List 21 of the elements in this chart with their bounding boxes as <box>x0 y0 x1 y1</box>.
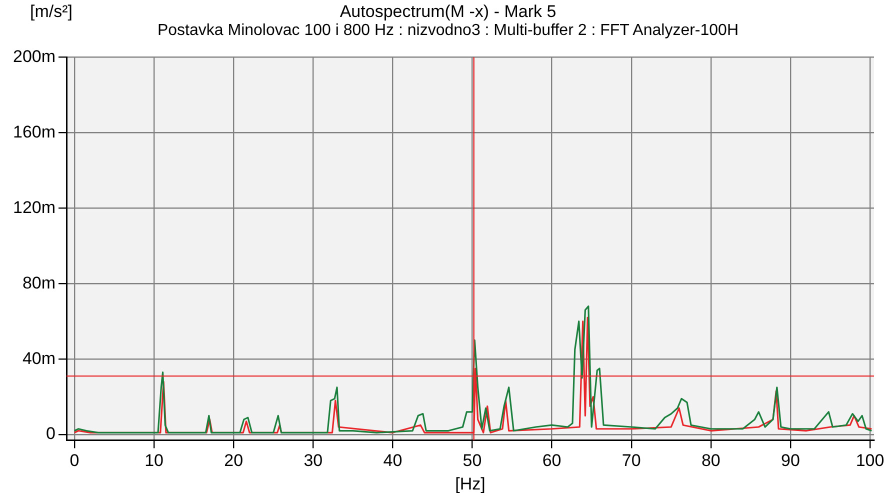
chart-title: Autospectrum(M -x) - Mark 5 <box>340 2 556 21</box>
y-tick-label: 0 <box>46 424 56 444</box>
x-tick-label: 20 <box>224 451 244 470</box>
x-tick-label: 10 <box>144 451 164 470</box>
y-tick-label: 40m <box>22 348 56 368</box>
y-axis-title: [m/s²] <box>30 2 72 22</box>
y-tick-label: 200m <box>12 46 56 66</box>
x-tick-label: 70 <box>622 451 641 470</box>
x-tick-label: 80 <box>701 451 720 470</box>
x-tick-label: 30 <box>304 451 323 470</box>
x-axis-title: [Hz] <box>455 474 486 494</box>
y-tick-label: 160m <box>12 122 56 142</box>
x-tick-label: 60 <box>542 451 562 470</box>
y-tick-label: 120m <box>12 198 56 217</box>
x-tick-label: 100 <box>856 451 884 470</box>
chart-subtitle: Postavka Minolovac 100 i 800 Hz : nizvodno3 : Multi-buffer 2 : FFT Analyzer-100H <box>156 22 740 40</box>
y-tick-label: 80m <box>22 273 56 292</box>
x-tick-label: 50 <box>462 451 482 470</box>
x-tick-label: 0 <box>70 451 80 470</box>
x-tick-label: 40 <box>383 451 402 470</box>
x-tick-label: 90 <box>781 451 800 470</box>
